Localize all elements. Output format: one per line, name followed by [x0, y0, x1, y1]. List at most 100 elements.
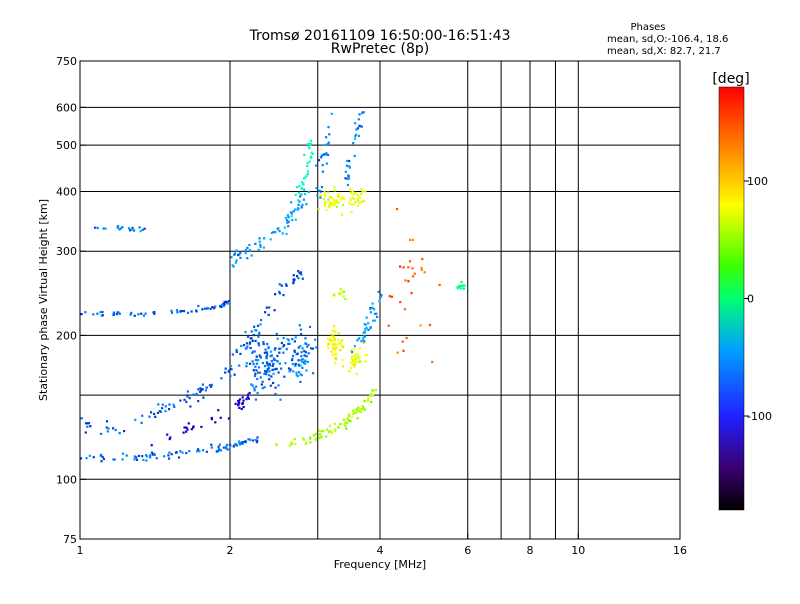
echo-point — [334, 362, 337, 365]
echo-point — [275, 444, 278, 447]
echo-point — [255, 329, 258, 332]
echo-point — [238, 364, 241, 367]
echo-point — [278, 351, 281, 354]
echo-point — [278, 230, 281, 233]
echo-point — [277, 371, 280, 374]
echo-point — [363, 400, 366, 403]
echo-point — [365, 316, 368, 319]
echo-point — [260, 319, 263, 322]
echo-point — [362, 338, 365, 341]
x-axis-label: Frequency [MHz] — [334, 558, 426, 571]
echo-point — [140, 312, 143, 315]
echo-point — [314, 439, 317, 442]
echo-point — [306, 173, 309, 176]
echo-point — [179, 399, 182, 402]
echo-point — [315, 164, 318, 167]
echo-point — [255, 385, 258, 388]
echo-point — [156, 411, 160, 414]
echo-point — [287, 220, 290, 223]
y-tick-label: 750 — [56, 55, 77, 68]
echo-point — [315, 346, 318, 349]
echo-point — [202, 449, 205, 452]
echo-point — [290, 441, 293, 444]
echo-point — [229, 365, 233, 368]
echo-point — [234, 261, 237, 264]
echo-point — [301, 358, 304, 361]
echo-point — [262, 341, 265, 344]
echo-point — [252, 362, 255, 366]
echo-point — [349, 188, 352, 191]
echo-point — [219, 305, 222, 308]
echo-point — [283, 226, 286, 229]
echo-point — [315, 187, 318, 190]
echo-point — [303, 354, 306, 357]
echo-point — [261, 380, 264, 383]
echo-point — [409, 238, 412, 241]
echo-point — [274, 231, 277, 234]
echo-point — [217, 409, 220, 412]
echo-point — [327, 141, 330, 144]
echo-point — [358, 134, 361, 137]
echo-point — [255, 369, 258, 372]
echo-point — [259, 243, 262, 246]
phases-o-mode: mean, sd,O:-106.4, 18.6 — [607, 34, 728, 45]
echo-point — [254, 242, 257, 245]
echo-point — [291, 338, 294, 341]
echo-point — [273, 358, 276, 361]
echo-point — [347, 415, 350, 418]
echo-point — [314, 437, 317, 440]
echo-point — [346, 183, 350, 187]
echo-point — [170, 453, 173, 456]
echo-point — [279, 347, 282, 350]
echo-point — [168, 451, 171, 454]
echo-point — [357, 118, 360, 121]
echo-point — [355, 411, 358, 414]
echo-point — [334, 199, 337, 202]
echo-point — [340, 213, 343, 216]
echo-point — [248, 249, 251, 252]
echo-point — [325, 162, 328, 165]
echo-point — [276, 354, 279, 357]
echo-point — [133, 455, 136, 458]
echo-point — [320, 156, 323, 159]
echo-point — [291, 363, 294, 366]
phases-heading: Phases — [630, 22, 665, 33]
echo-point — [134, 418, 137, 421]
echo-point — [311, 152, 314, 155]
echo-point — [358, 356, 361, 359]
echo-point — [217, 445, 220, 448]
colorbar-tick-label: 0 — [747, 293, 754, 306]
echo-point — [305, 369, 308, 372]
echo-point — [101, 455, 104, 459]
echo-point — [267, 347, 270, 350]
echo-point — [356, 352, 359, 355]
echo-point — [302, 438, 305, 441]
echo-point — [292, 280, 295, 283]
echo-point — [149, 454, 152, 457]
echo-point — [292, 274, 295, 277]
echo-point — [227, 417, 230, 420]
echo-point — [112, 427, 115, 430]
echo-point — [96, 312, 99, 315]
echo-point — [361, 111, 364, 114]
echo-point — [259, 323, 262, 326]
echo-point — [399, 301, 402, 304]
echo-point — [378, 300, 381, 303]
echo-point — [290, 215, 293, 218]
echo-point — [325, 153, 328, 156]
echo-point — [252, 350, 255, 353]
echo-point — [192, 425, 195, 428]
echo-point — [247, 438, 250, 441]
echo-point — [363, 335, 367, 338]
echo-point — [232, 445, 235, 448]
echo-point — [150, 411, 153, 414]
echo-point — [118, 312, 121, 315]
echo-point — [219, 416, 222, 419]
echo-point — [258, 240, 261, 243]
echo-point — [101, 310, 104, 314]
echo-point — [262, 343, 265, 346]
echo-point — [317, 159, 321, 162]
echo-point — [213, 307, 216, 310]
echo-point — [333, 336, 336, 339]
echo-point — [420, 268, 423, 271]
